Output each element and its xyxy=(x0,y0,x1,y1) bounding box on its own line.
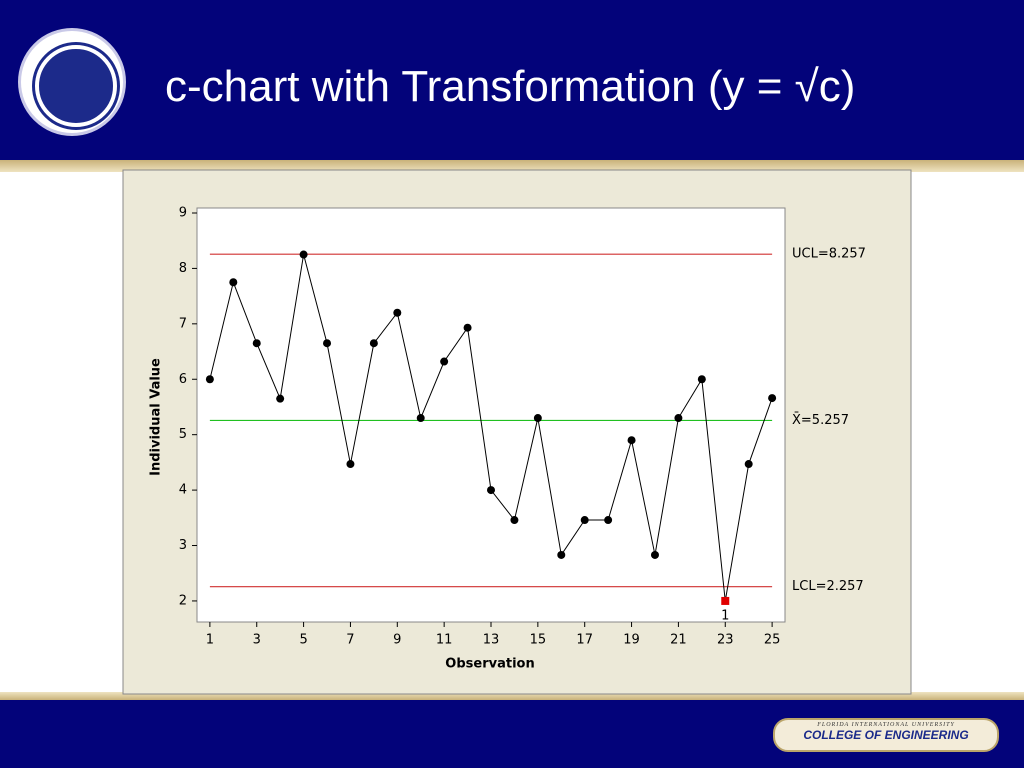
y-tick-label: 8 xyxy=(179,261,187,276)
point xyxy=(440,357,449,366)
point xyxy=(276,394,285,403)
y-tick-label: 9 xyxy=(179,205,187,220)
x-tick-label: 23 xyxy=(717,633,734,648)
college-logo: FLORIDA INTERNATIONAL UNIVERSITY COLLEGE… xyxy=(773,718,999,752)
y-tick-label: 4 xyxy=(179,483,187,498)
point xyxy=(580,516,589,525)
control-label: LCL=2.257 xyxy=(792,579,864,594)
point xyxy=(744,460,753,469)
point xyxy=(697,375,706,384)
point xyxy=(393,308,402,317)
x-tick-label: 7 xyxy=(346,633,354,648)
x-tick-label: 19 xyxy=(623,633,640,648)
x-tick-label: 3 xyxy=(253,633,261,648)
point xyxy=(416,414,425,423)
x-tick-label: 15 xyxy=(530,633,547,648)
point xyxy=(346,460,355,469)
point xyxy=(299,250,308,259)
x-tick-label: 9 xyxy=(393,633,401,648)
y-tick-label: 6 xyxy=(179,372,187,387)
y-tick-label: 3 xyxy=(179,538,187,553)
x-tick-label: 1 xyxy=(206,633,214,648)
x-tick-label: 25 xyxy=(764,633,781,648)
point xyxy=(369,339,378,348)
point xyxy=(510,516,519,525)
plot-area xyxy=(196,207,786,623)
point xyxy=(627,436,636,445)
x-axis-label: Observation xyxy=(445,657,534,672)
x-tick-label: 21 xyxy=(670,633,687,648)
point xyxy=(205,375,214,384)
logo-university: FLORIDA INTERNATIONAL UNIVERSITY xyxy=(817,722,955,728)
x-tick-label: 13 xyxy=(483,633,500,648)
y-tick-label: 7 xyxy=(179,316,187,331)
point xyxy=(650,550,659,559)
point xyxy=(768,394,777,403)
point xyxy=(533,414,542,423)
point xyxy=(323,339,332,348)
slide-title: c-chart with Transformation (y = √c) xyxy=(165,62,856,111)
x-tick-label: 17 xyxy=(576,633,593,648)
point xyxy=(252,339,261,348)
point xyxy=(229,278,238,287)
x-tick-label: 5 xyxy=(299,633,307,648)
point xyxy=(604,516,613,525)
divider xyxy=(0,160,1024,172)
control-label: X̄=5.257 xyxy=(792,413,849,428)
y-axis-label: Individual Value xyxy=(149,358,164,476)
flag-label: 1 xyxy=(721,608,729,623)
y-tick-label: 5 xyxy=(179,427,187,442)
flagged-point xyxy=(721,596,730,605)
point xyxy=(463,323,472,332)
point xyxy=(557,550,566,559)
y-tick-label: 2 xyxy=(179,593,187,608)
point xyxy=(487,486,495,495)
university-seal xyxy=(18,28,126,136)
divider xyxy=(0,692,1024,700)
header-bar xyxy=(0,0,1024,160)
logo-college: COLLEGE OF ENGINEERING xyxy=(803,728,969,742)
point xyxy=(674,414,683,423)
x-tick-label: 11 xyxy=(436,633,453,648)
control-label: UCL=8.257 xyxy=(792,247,866,262)
